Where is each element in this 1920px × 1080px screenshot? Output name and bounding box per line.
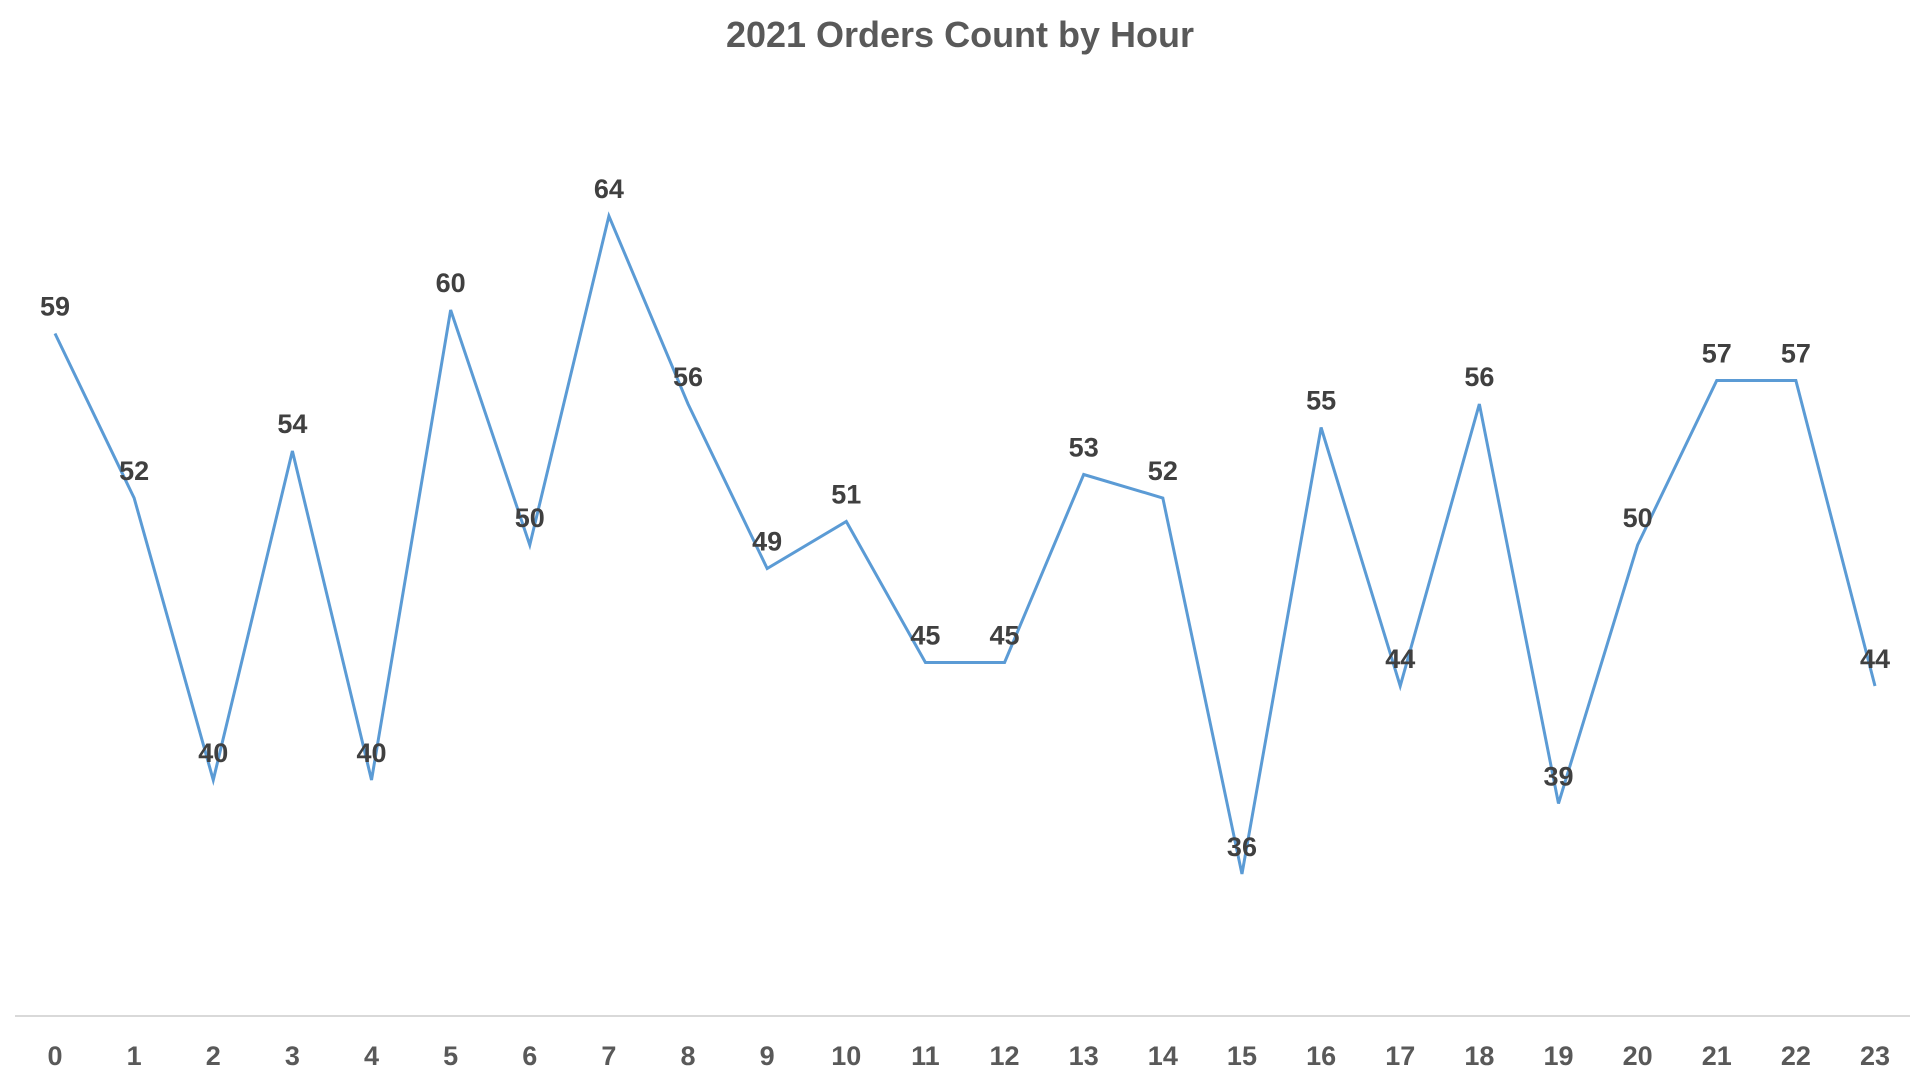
x-tick-label: 18 bbox=[1464, 1041, 1494, 1071]
data-label: 45 bbox=[990, 621, 1020, 651]
series-line bbox=[53, 211, 1877, 875]
data-label: 64 bbox=[594, 174, 624, 204]
x-tick-label: 9 bbox=[760, 1041, 775, 1071]
data-label: 56 bbox=[1464, 362, 1494, 392]
x-tick-label: 6 bbox=[522, 1041, 537, 1071]
x-tick-label: 10 bbox=[831, 1041, 861, 1071]
x-tick-label: 23 bbox=[1860, 1041, 1890, 1071]
x-tick-label: 17 bbox=[1385, 1041, 1415, 1071]
data-label: 44 bbox=[1860, 644, 1890, 674]
data-label: 57 bbox=[1702, 339, 1732, 369]
x-tick-label: 4 bbox=[364, 1041, 379, 1071]
x-tick-label: 13 bbox=[1069, 1041, 1099, 1071]
x-tick-label: 21 bbox=[1702, 1041, 1732, 1071]
data-label: 39 bbox=[1543, 762, 1573, 792]
data-label: 56 bbox=[673, 362, 703, 392]
data-label: 54 bbox=[277, 409, 307, 439]
data-label: 44 bbox=[1385, 644, 1415, 674]
x-tick-label: 0 bbox=[47, 1041, 62, 1071]
data-label: 55 bbox=[1306, 386, 1336, 416]
data-label: 40 bbox=[198, 738, 228, 768]
x-tick-label: 12 bbox=[990, 1041, 1020, 1071]
x-tick-label: 14 bbox=[1148, 1041, 1178, 1071]
data-label: 51 bbox=[831, 480, 861, 510]
data-label: 36 bbox=[1227, 832, 1257, 862]
x-tick-label: 15 bbox=[1227, 1041, 1257, 1071]
x-tick-label: 8 bbox=[681, 1041, 696, 1071]
data-label: 52 bbox=[1148, 456, 1178, 486]
chart-title: 2021 Orders Count by Hour bbox=[725, 14, 1195, 55]
x-tick-label: 19 bbox=[1543, 1041, 1573, 1071]
x-tick-label: 5 bbox=[443, 1041, 458, 1071]
data-label: 45 bbox=[910, 621, 940, 651]
x-tick-label: 22 bbox=[1781, 1041, 1811, 1071]
data-label: 60 bbox=[436, 268, 466, 298]
x-tick-label: 1 bbox=[127, 1041, 142, 1071]
data-label: 59 bbox=[40, 292, 70, 322]
x-tick-label: 2 bbox=[206, 1041, 221, 1071]
x-tick-label: 16 bbox=[1306, 1041, 1336, 1071]
x-tick-label: 7 bbox=[601, 1041, 616, 1071]
data-label: 50 bbox=[1623, 503, 1653, 533]
x-tick-label: 3 bbox=[285, 1041, 300, 1071]
data-label: 49 bbox=[752, 527, 782, 557]
x-tick-label: 20 bbox=[1623, 1041, 1653, 1071]
data-label: 40 bbox=[356, 738, 386, 768]
data-label: 50 bbox=[515, 503, 545, 533]
x-tick-label: 11 bbox=[911, 1041, 940, 1071]
data-label: 53 bbox=[1069, 433, 1099, 463]
data-label: 52 bbox=[119, 456, 149, 486]
data-label: 57 bbox=[1781, 339, 1811, 369]
